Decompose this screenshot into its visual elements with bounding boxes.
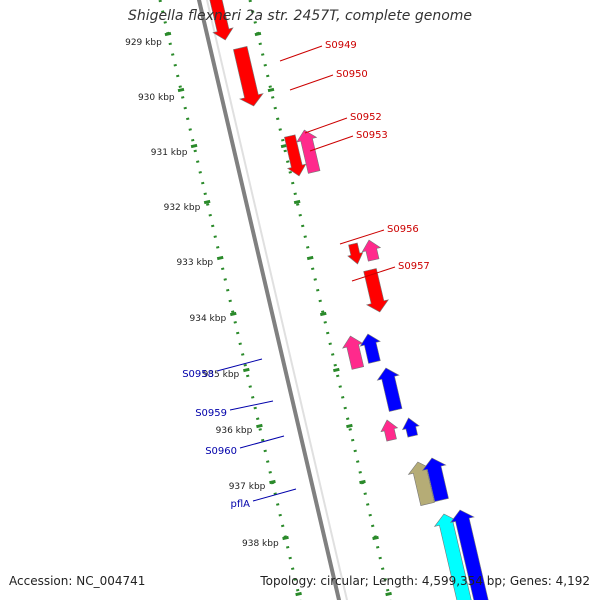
gene-arrow-reverse <box>401 417 420 438</box>
forward-ruler-tick <box>372 535 379 541</box>
forward-ruler-tick <box>385 591 392 597</box>
forward-gene-label: S0950 <box>336 69 368 80</box>
ruler-label: 936 kbp <box>216 426 253 436</box>
reverse-ruler-line <box>158 0 302 600</box>
forward-gene-label: S0956 <box>387 224 419 235</box>
reverse-label-leader <box>239 435 285 449</box>
forward-ruler-tick <box>254 31 262 37</box>
gene-arrow-reverse <box>449 509 489 600</box>
gene-arrow-reverse <box>380 419 399 442</box>
gene-arrow-forward <box>233 46 264 107</box>
forward-label-leader <box>304 117 348 134</box>
ruler-label: 935 kbp <box>203 370 240 380</box>
forward-label-leader <box>309 135 354 152</box>
accession-text: Accession: NC_004741 <box>9 574 146 588</box>
gene-arrow-reverse <box>359 333 381 364</box>
reverse-ruler-tick <box>256 423 263 429</box>
genome-stats-text: Topology: circular; Length: 4,599,354 bp… <box>260 574 590 588</box>
reverse-ruler-tick <box>164 31 172 37</box>
gene-arrow-forward <box>347 242 364 265</box>
forward-label-leader <box>339 229 385 245</box>
reverse-ruler-tick <box>282 535 289 541</box>
genome-backbone <box>196 0 342 600</box>
gene-arrow-forward <box>209 0 234 41</box>
reverse-ruler-tick <box>269 479 276 485</box>
forward-label-leader <box>279 45 323 62</box>
forward-ruler-line <box>248 0 392 600</box>
ruler-label: 931 kbp <box>151 148 188 158</box>
forward-label-leader <box>351 266 396 282</box>
ruler-label: 938 kbp <box>242 539 279 549</box>
gene-arrow-reverse <box>376 367 403 412</box>
reverse-ruler-tick <box>216 255 224 261</box>
forward-ruler-tick <box>346 423 353 429</box>
reverse-ruler-tick <box>203 199 211 205</box>
ruler-label: 929 kbp <box>125 38 162 48</box>
reverse-ruler-tick <box>242 367 250 373</box>
reverse-label-leader <box>252 488 297 502</box>
reverse-ruler-tick <box>177 87 185 93</box>
forward-gene-label: S0952 <box>350 112 382 123</box>
forward-gene-label: S0949 <box>325 40 357 51</box>
reverse-gene-label: pflA <box>231 499 251 510</box>
ruler-label: 937 kbp <box>229 482 266 492</box>
gene-arrow-forward <box>361 239 382 262</box>
forward-gene-label: S0953 <box>356 130 388 141</box>
ruler-group: 929 kbp 930 kbp 931 kbp 932 kbp 933 kbp 934 k… <box>125 0 392 600</box>
gene-arrow-forward <box>284 134 307 177</box>
forward-ruler-tick <box>332 367 340 373</box>
forward-label-leader <box>289 74 334 91</box>
reverse-gene-label: S0960 <box>205 446 237 457</box>
forward-ruler-tick <box>293 199 301 205</box>
reverse-label-leader <box>216 358 263 372</box>
gene-arrow-forward <box>363 268 389 313</box>
ruler-label: 932 kbp <box>164 203 201 213</box>
forward-ruler-tick <box>267 87 275 93</box>
forward-gene-label: S0957 <box>398 261 430 272</box>
ruler-label: 933 kbp <box>176 258 213 268</box>
forward-ruler-tick <box>359 479 366 485</box>
reverse-gene-label: S0959 <box>195 408 227 419</box>
reverse-gene-label: S0958 <box>182 369 214 380</box>
ruler-label: 930 kbp <box>138 93 175 103</box>
label-group: S0949 S0950 S0952 S0953 S0956 S0957 S0958 S0959… <box>182 40 430 510</box>
reverse-ruler-tick <box>190 143 198 149</box>
gene-arrow-reverse <box>342 335 365 370</box>
forward-ruler-tick <box>319 311 327 317</box>
map-title: Shigella flexneri 2a str. 2457T, complet… <box>127 8 473 24</box>
forward-ruler-tick <box>306 255 314 261</box>
gene-arrow-reverse <box>421 457 449 502</box>
gene-arrow-forward <box>296 129 321 174</box>
backbone-group <box>196 0 349 600</box>
reverse-label-leader <box>229 400 274 411</box>
feature-group <box>209 0 489 600</box>
ruler-label: 934 kbp <box>190 314 227 324</box>
reverse-ruler-tick <box>229 311 237 317</box>
reverse-ruler-tick <box>295 591 302 597</box>
genome-backbone-edge <box>205 0 349 600</box>
